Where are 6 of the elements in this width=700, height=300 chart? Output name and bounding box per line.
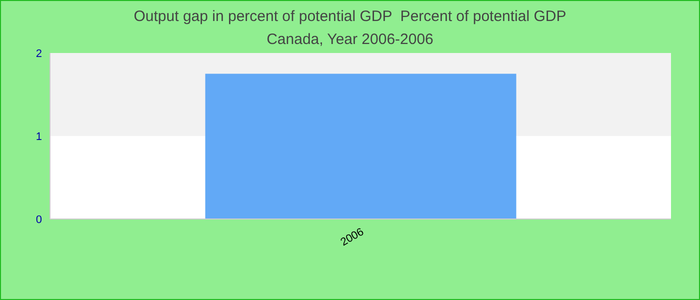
y-tick-label: 1 bbox=[36, 130, 42, 143]
y-tick-label: 2 bbox=[36, 48, 42, 60]
chart-subtitle: Canada, Year 2006-2006 bbox=[266, 31, 434, 48]
y-tick-label: 0 bbox=[36, 214, 42, 226]
chart-title: Output gap in percent of potential GDP Percent of potential GDP bbox=[132, 7, 568, 27]
x-tick-label: 2006 bbox=[338, 226, 366, 249]
